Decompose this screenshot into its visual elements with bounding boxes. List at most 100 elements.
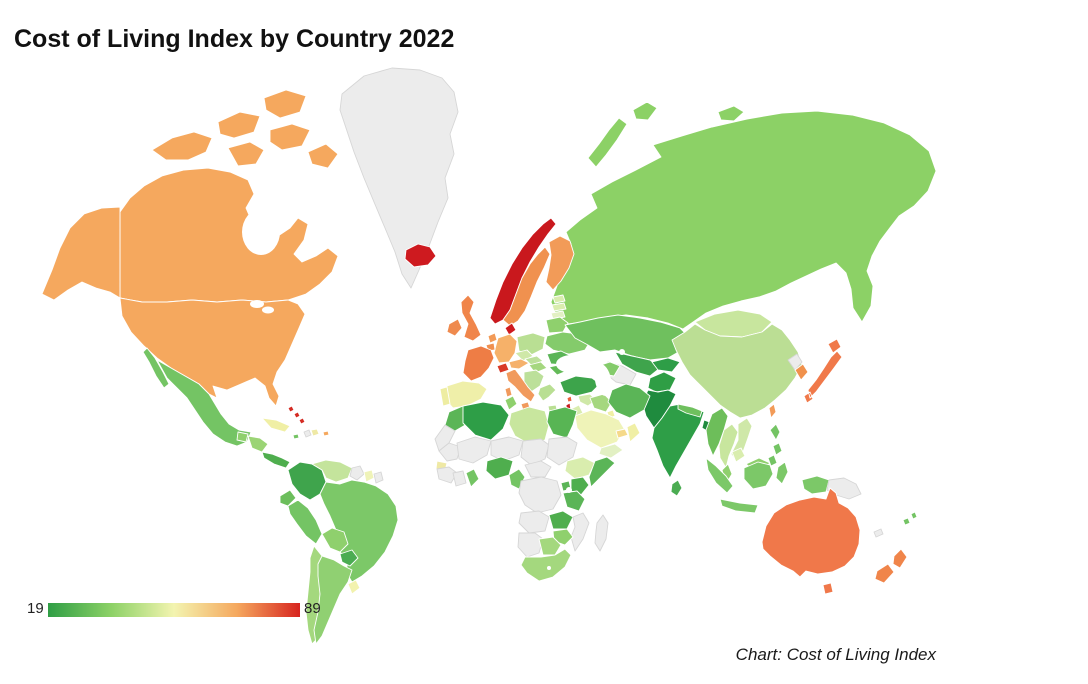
country-cambodia[interactable] <box>731 447 746 463</box>
country-australia[interactable] <box>761 487 861 595</box>
country-angola[interactable] <box>518 510 550 534</box>
country-central-african-republic[interactable] <box>524 460 552 478</box>
country-north-korea[interactable] <box>787 353 803 371</box>
country-uruguay[interactable] <box>347 579 361 595</box>
country-lithuania[interactable] <box>550 310 566 320</box>
country-iran[interactable] <box>607 383 651 419</box>
country-egypt[interactable] <box>546 406 578 439</box>
country-united-kingdom[interactable] <box>460 294 482 342</box>
country-ivory-coast[interactable] <box>452 470 467 487</box>
country-venezuela[interactable] <box>311 459 353 483</box>
country-canada[interactable] <box>119 167 339 303</box>
country-new-caledonia[interactable] <box>873 528 884 538</box>
country-ethiopia[interactable] <box>564 456 596 480</box>
country-namibia[interactable] <box>517 532 544 558</box>
country-ireland[interactable] <box>446 318 463 337</box>
country-yemen[interactable] <box>598 443 624 459</box>
country-turkey[interactable] <box>559 375 601 397</box>
country-fiji[interactable] <box>902 511 918 526</box>
country-uzbekistan[interactable] <box>614 351 661 377</box>
country-thailand[interactable] <box>718 423 739 469</box>
lake-victoria <box>566 487 572 493</box>
country-dominican-republic[interactable] <box>310 428 320 437</box>
country-argentina[interactable] <box>313 555 353 645</box>
country-honduras-nicaragua[interactable] <box>247 435 269 453</box>
country-estonia[interactable] <box>552 294 566 304</box>
country-french-guiana[interactable] <box>373 471 384 484</box>
country-portugal[interactable] <box>439 386 451 407</box>
country-iceland[interactable] <box>404 243 437 268</box>
country-austria[interactable] <box>508 358 530 370</box>
country-suriname[interactable] <box>363 469 375 483</box>
country-lebanon[interactable] <box>566 395 573 403</box>
country-costa-rica-panama[interactable] <box>261 451 291 469</box>
country-somalia[interactable] <box>588 456 616 488</box>
country-ecuador[interactable] <box>279 489 297 507</box>
country-mali[interactable] <box>456 436 492 464</box>
country-philippines[interactable] <box>767 423 783 467</box>
country-puerto-rico[interactable] <box>322 430 330 437</box>
country-france[interactable] <box>462 345 495 382</box>
country-india[interactable] <box>651 403 705 479</box>
country-madagascar[interactable] <box>594 514 609 552</box>
country-kyrgyzstan-tajikistan[interactable] <box>651 357 681 373</box>
country-saudi-arabia[interactable] <box>574 409 626 449</box>
country-bahamas[interactable] <box>287 405 306 425</box>
country-botswana[interactable] <box>538 536 562 556</box>
country-mozambique[interactable] <box>570 512 590 552</box>
country-iraq[interactable] <box>589 393 613 413</box>
country-libya[interactable] <box>508 406 550 445</box>
country-bolivia[interactable] <box>321 527 349 553</box>
country-ghana[interactable] <box>465 468 480 488</box>
country-zambia[interactable] <box>548 510 574 530</box>
country-sri-lanka[interactable] <box>670 479 683 497</box>
country-latvia[interactable] <box>551 302 567 312</box>
country-myanmar[interactable] <box>705 407 729 457</box>
country-indonesia[interactable] <box>705 457 830 514</box>
country-jamaica[interactable] <box>292 433 300 440</box>
country-germany[interactable] <box>493 333 518 364</box>
country-uae[interactable] <box>615 428 629 439</box>
country-japan[interactable] <box>803 338 843 404</box>
country-canada-arctic-islands[interactable] <box>151 89 339 169</box>
country-new-zealand[interactable] <box>874 548 908 584</box>
country-paraguay[interactable] <box>339 549 359 567</box>
country-switzerland[interactable] <box>496 362 510 374</box>
country-belarus[interactable] <box>545 316 569 334</box>
hudson-bay <box>242 209 280 255</box>
country-greenland[interactable] <box>339 67 459 289</box>
country-greece[interactable] <box>537 383 558 412</box>
country-tunisia[interactable] <box>504 395 518 411</box>
country-south-korea[interactable] <box>794 363 809 381</box>
country-china[interactable] <box>671 323 803 419</box>
country-algeria[interactable] <box>462 401 510 441</box>
country-sudan[interactable] <box>546 436 578 466</box>
country-haiti[interactable] <box>303 429 312 438</box>
caspian-sea <box>594 364 612 396</box>
country-netherlands[interactable] <box>487 332 498 344</box>
country-russia[interactable] <box>548 110 937 330</box>
country-finland[interactable] <box>545 235 575 291</box>
country-afghanistan[interactable] <box>647 371 677 393</box>
chart-title: Cost of Living Index by Country 2022 <box>14 24 455 53</box>
country-russia-arctic-islands[interactable] <box>587 101 745 168</box>
country-poland[interactable] <box>516 332 546 356</box>
legend-gradient-bar <box>48 603 300 617</box>
country-guatemala[interactable] <box>236 431 249 443</box>
country-niger[interactable] <box>490 436 524 462</box>
country-usa-alaska[interactable] <box>41 206 121 301</box>
country-south-africa[interactable] <box>520 548 572 582</box>
country-brazil[interactable] <box>319 479 399 583</box>
country-denmark[interactable] <box>504 322 517 336</box>
country-taiwan[interactable] <box>768 403 777 419</box>
country-drc[interactable] <box>518 476 562 514</box>
country-chad[interactable] <box>520 438 550 466</box>
country-oman[interactable] <box>626 422 641 443</box>
country-cuba[interactable] <box>261 417 291 433</box>
country-nepal[interactable] <box>677 403 703 418</box>
country-sweden[interactable] <box>502 246 551 327</box>
country-peru[interactable] <box>287 499 323 545</box>
country-tanzania[interactable] <box>562 490 586 512</box>
country-guyana[interactable] <box>349 465 365 481</box>
